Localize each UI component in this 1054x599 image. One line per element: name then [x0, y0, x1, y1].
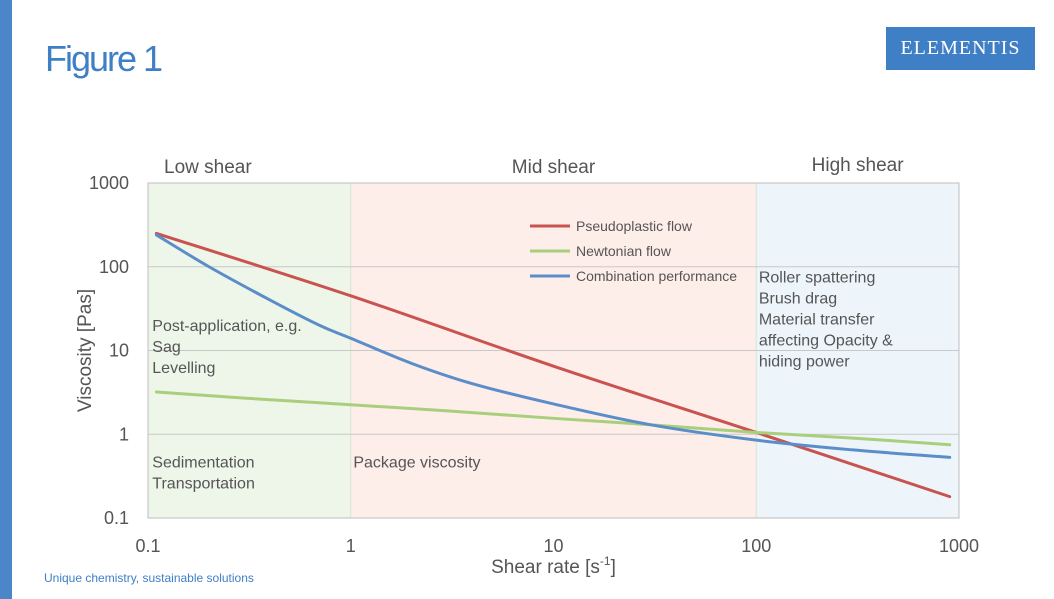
x-tick-label: 1	[346, 536, 356, 556]
y-tick-label: 10	[109, 341, 129, 361]
y-axis-label: Viscosity [Pas]	[75, 289, 96, 412]
plot-frame	[147, 182, 960, 519]
y-tick-label: 1000	[89, 173, 129, 193]
brand-logo-text: ELEMENTIS	[900, 37, 1021, 59]
annotation-text: Sag	[152, 339, 180, 356]
x-tick-label: 0.1	[135, 536, 160, 556]
annotation-text: Brush drag	[759, 290, 837, 307]
x-tick-label: 100	[741, 536, 771, 556]
annotation-text: Roller spattering	[759, 269, 876, 286]
series-line-2	[154, 233, 952, 459]
annotation-text: hiding power	[759, 353, 850, 370]
brand-logo: ELEMENTIS	[886, 27, 1035, 70]
y-tick-label: 100	[99, 257, 129, 277]
y-tick-label: 1	[119, 424, 129, 444]
series-line-0	[154, 231, 952, 499]
region-label: Mid shear	[512, 157, 596, 178]
x-axis-label: Shear rate [s-1]	[491, 554, 616, 578]
annotation-text: Post-application, e.g.	[152, 318, 301, 335]
y-tick-label: 0.1	[104, 508, 129, 528]
annotation-text: Sedimentation	[152, 455, 254, 472]
region-label: High shear	[812, 155, 905, 176]
annotation-text: Transportation	[152, 476, 255, 493]
annotation-text: Levelling	[152, 360, 215, 377]
x-tick-label: 1000	[939, 536, 979, 556]
annotation-text: Package viscosity	[353, 455, 480, 472]
series-line-1	[154, 390, 952, 447]
figure-title: Figure 1	[45, 38, 163, 79]
legend-label: Combination performance	[576, 268, 737, 284]
footer-tagline: Unique chemistry, sustainable solutions	[44, 571, 254, 585]
annotation-text: affecting Opacity &	[759, 332, 893, 349]
x-tick-label: 10	[543, 536, 563, 556]
left-accent-bar	[0, 0, 12, 599]
region-label: Low shear	[164, 157, 252, 178]
legend-label: Pseudoplastic flow	[576, 218, 693, 234]
legend-label: Newtonian flow	[576, 243, 672, 259]
annotation-text: Material transfer	[759, 311, 875, 328]
